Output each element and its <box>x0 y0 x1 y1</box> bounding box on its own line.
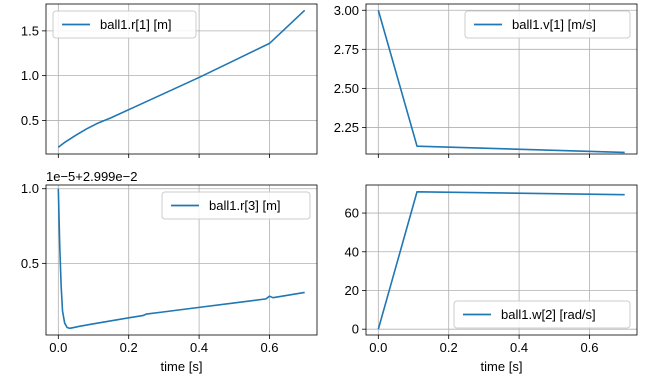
y-tick-label: 3.00 <box>334 3 359 18</box>
offset-text: 1e−5+2.999e−2 <box>46 169 137 184</box>
legend: ball1.w[2] [rad/s] <box>453 300 631 329</box>
series-line <box>57 188 305 330</box>
axes-frame <box>365 3 638 155</box>
axes-frame <box>45 3 318 155</box>
y-tick-label: 2.25 <box>334 120 359 135</box>
series-line <box>377 190 625 330</box>
x-tick-label: 0.4 <box>510 340 528 355</box>
subplot-1: 0.5 1.0 1.5 ball1.r[1] [m] <box>21 3 318 158</box>
y-tick-label: 0 <box>352 322 359 337</box>
subplot-4: 0.0 0.2 0.4 0.6 0 20 40 60 time [s] ball1.w[2] [r… <box>345 184 638 374</box>
series-line <box>57 9 306 148</box>
y-tick-label: 2.75 <box>334 42 359 57</box>
legend: ball1.r[3] [m] <box>161 191 311 220</box>
legend-box <box>453 300 631 329</box>
axes-frame <box>45 184 318 336</box>
legend-label: ball1.r[3] [m] <box>209 198 281 213</box>
x-tick-label: 0.2 <box>440 340 458 355</box>
y-tick-label: 0.5 <box>21 256 39 271</box>
y-tick-label: 60 <box>345 206 359 221</box>
y-tick-label: 0.5 <box>21 113 39 128</box>
y-tick-label: 1.5 <box>21 23 39 38</box>
y-tick-label: 40 <box>345 244 359 259</box>
y-tick-label: 1.0 <box>21 68 39 83</box>
legend-label: ball1.w[2] [rad/s] <box>501 307 596 322</box>
subplot-3: 0.0 0.2 0.4 0.6 0.5 1.0 1e−5+2.999e−2 time [s] b… <box>21 169 318 374</box>
x-tick-label: 0.0 <box>369 340 387 355</box>
legend-box <box>464 10 631 39</box>
y-tick-label: 1.0 <box>21 181 39 196</box>
legend-box <box>52 10 197 39</box>
legend-label: ball1.r[1] [m] <box>100 17 172 32</box>
legend-label: ball1.v[1] [m/s] <box>512 17 596 32</box>
legend: ball1.r[1] [m] <box>52 10 197 39</box>
y-tick-label: 20 <box>345 283 359 298</box>
x-tick-label: 0.6 <box>260 340 278 355</box>
x-tick-label: 0.4 <box>190 340 208 355</box>
legend: ball1.v[1] [m/s] <box>464 10 631 39</box>
subplot-2: 2.25 2.50 2.75 3.00 ball1.v[1] [m/s] <box>334 3 638 158</box>
axes-frame <box>365 184 638 336</box>
x-axis-label: time [s] <box>481 359 523 374</box>
y-tick-label: 2.50 <box>334 81 359 96</box>
x-tick-label: 0.0 <box>49 340 67 355</box>
x-tick-label: 0.6 <box>580 340 598 355</box>
x-axis-label: time [s] <box>161 359 203 374</box>
x-tick-label: 0.2 <box>120 340 138 355</box>
series-line <box>377 10 625 154</box>
legend-box <box>161 191 311 220</box>
